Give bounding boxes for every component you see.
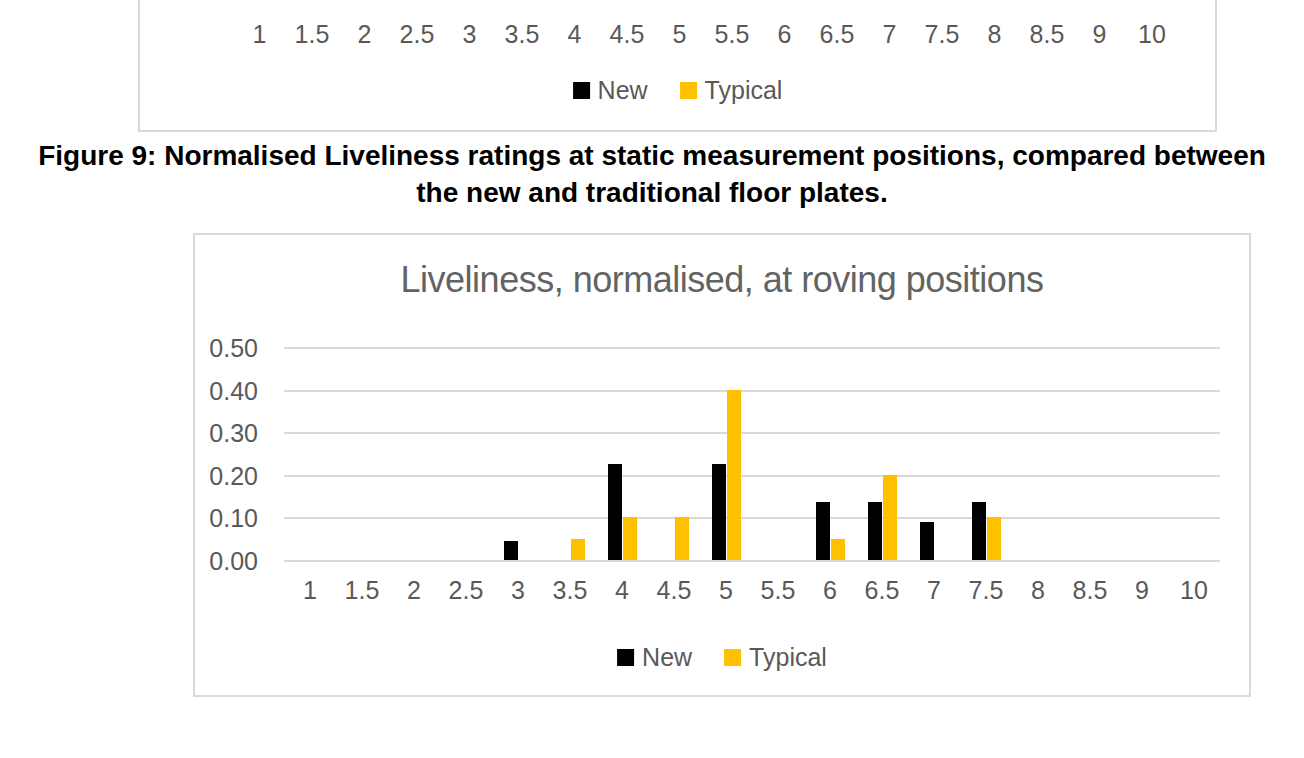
legend-label: Typical [749, 645, 827, 670]
legend-label: New [598, 78, 648, 103]
bar-new-7 [920, 522, 934, 560]
bar-typical-4.5 [675, 517, 689, 560]
x-tick: 6.5 [852, 576, 912, 604]
chart-title: Liveliness, normalised, at roving positi… [195, 259, 1249, 301]
bar-typical-5 [727, 390, 741, 560]
x-tick: 4 [545, 20, 605, 48]
x-tick: 4.5 [644, 576, 704, 604]
figure-caption-line2: the new and traditional floor plates. [0, 174, 1304, 211]
x-tick: 7.5 [956, 576, 1016, 604]
y-tick: 0.40 [195, 377, 258, 405]
x-tick: 2 [335, 20, 395, 48]
gridline-0.30 [284, 432, 1220, 434]
x-tick: 1.5 [332, 576, 392, 604]
legend-swatch-new [573, 82, 590, 99]
legend-swatch-typical [680, 82, 697, 99]
bar-new-6 [816, 502, 830, 560]
y-tick: 0.30 [195, 419, 258, 447]
x-tick: 4.5 [597, 20, 657, 48]
x-tick: 2.5 [436, 576, 496, 604]
bar-typical-6.5 [883, 475, 897, 560]
x-tick: 1 [280, 576, 340, 604]
x-tick: 2 [384, 576, 444, 604]
bar-new-5 [712, 464, 726, 560]
legend-swatch-new [617, 649, 634, 666]
gridline-0.20 [284, 475, 1220, 477]
x-tick: 9 [1070, 20, 1130, 48]
gridline-0.00 [284, 560, 1220, 562]
y-tick-partial: 0.00 [142, 0, 205, 4]
roving-positions-chart: Liveliness, normalised, at roving positi… [193, 233, 1251, 697]
x-tick: 5 [696, 576, 756, 604]
x-tick: 6.5 [807, 20, 867, 48]
x-tick: 4 [592, 576, 652, 604]
x-tick: 6 [800, 576, 860, 604]
x-tick: 10 [1122, 20, 1182, 48]
legend-item-new: New [617, 645, 692, 670]
document-page: 0.0011.522.533.544.555.566.577.588.5910N… [0, 0, 1304, 758]
x-tick: 10 [1164, 576, 1224, 604]
y-tick: 0.10 [195, 504, 258, 532]
bar-new-7.5 [972, 502, 986, 560]
y-tick: 0.20 [195, 462, 258, 490]
figure-caption: Figure 9: Normalised Liveliness ratings … [0, 137, 1304, 211]
x-tick: 3.5 [492, 20, 552, 48]
chart-legend: New Typical [617, 645, 827, 670]
legend-swatch-typical [724, 649, 741, 666]
gridline-0.50 [284, 347, 1220, 349]
chart-legend: New Typical [573, 78, 783, 103]
gridline-0.10 [284, 517, 1220, 519]
bar-typical-3.5 [571, 539, 585, 560]
y-tick: 0.00 [195, 547, 258, 575]
x-tick: 7 [904, 576, 964, 604]
figure-caption-line1: Figure 9: Normalised Liveliness ratings … [0, 137, 1304, 174]
x-tick: 7 [860, 20, 920, 48]
x-tick: 8.5 [1060, 576, 1120, 604]
x-tick: 7.5 [912, 20, 972, 48]
legend-label: Typical [705, 78, 783, 103]
x-tick: 5 [650, 20, 710, 48]
legend-item-typical: Typical [724, 645, 827, 670]
bar-new-4 [608, 464, 622, 560]
x-tick: 1 [230, 20, 290, 48]
legend-item-new: New [573, 78, 648, 103]
x-tick: 1.5 [282, 20, 342, 48]
bar-new-6.5 [868, 502, 882, 560]
x-tick: 6 [755, 20, 815, 48]
legend-item-typical: Typical [680, 78, 783, 103]
y-tick: 0.50 [195, 334, 258, 362]
x-tick: 3 [488, 576, 548, 604]
x-tick: 3 [440, 20, 500, 48]
x-tick: 8 [965, 20, 1025, 48]
bar-typical-6 [831, 539, 845, 560]
static-positions-chart-fragment: 0.00 11.522.533.544.555.566.577.588.5910 N… [138, 0, 1217, 132]
x-tick: 2.5 [387, 20, 447, 48]
x-tick: 8.5 [1017, 20, 1077, 48]
x-tick: 9 [1112, 576, 1172, 604]
x-tick: 3.5 [540, 576, 600, 604]
legend-label: New [642, 645, 692, 670]
bar-typical-7.5 [987, 517, 1001, 560]
gridline-0.40 [284, 390, 1220, 392]
x-tick: 8 [1008, 576, 1068, 604]
x-tick: 5.5 [702, 20, 762, 48]
x-tick: 5.5 [748, 576, 808, 604]
bar-typical-4 [623, 517, 637, 560]
bar-new-3 [504, 541, 518, 560]
